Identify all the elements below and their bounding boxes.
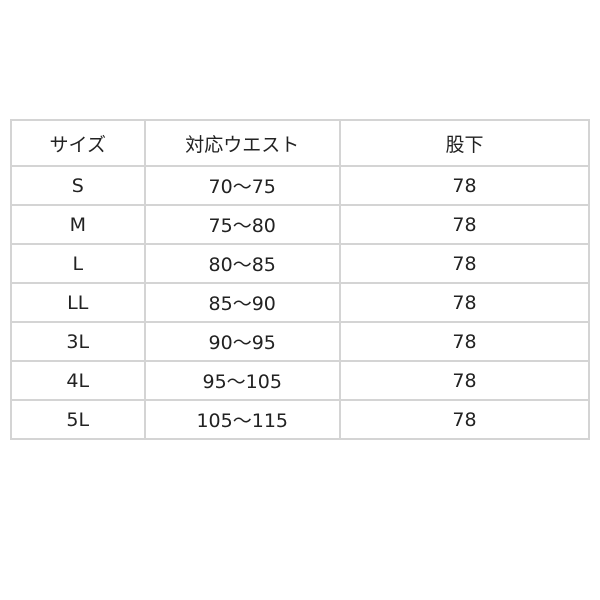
table-row: 5L 105〜115 78 <box>10 399 591 440</box>
waist-cell: 85〜90 <box>143 282 341 323</box>
size-cell: LL <box>10 282 146 323</box>
table-row: L 80〜85 78 <box>10 243 591 284</box>
table-row: LL 85〜90 78 <box>10 282 591 323</box>
table-row: M 75〜80 78 <box>10 204 591 245</box>
waist-cell: 70〜75 <box>143 165 341 206</box>
inseam-cell: 78 <box>338 360 591 401</box>
inseam-cell: 78 <box>338 204 591 245</box>
size-cell: L <box>10 243 146 284</box>
size-table: サイズ 対応ウエスト 股下 S 70〜75 78 M 75〜80 78 L 80〜85 78 LL… <box>10 119 591 440</box>
waist-cell: 95〜105 <box>143 360 341 401</box>
header-waist: 対応ウエスト <box>143 119 341 167</box>
size-cell: 3L <box>10 321 146 362</box>
waist-cell: 90〜95 <box>143 321 341 362</box>
waist-cell: 75〜80 <box>143 204 341 245</box>
inseam-cell: 78 <box>338 321 591 362</box>
inseam-cell: 78 <box>338 165 591 206</box>
header-size: サイズ <box>10 119 146 167</box>
inseam-cell: 78 <box>338 243 591 284</box>
header-row: サイズ 対応ウエスト 股下 <box>10 119 591 167</box>
header-inseam: 股下 <box>338 119 591 167</box>
size-cell: 4L <box>10 360 146 401</box>
inseam-cell: 78 <box>338 399 591 440</box>
table-row: 3L 90〜95 78 <box>10 321 591 362</box>
waist-cell: 105〜115 <box>143 399 341 440</box>
size-cell: S <box>10 165 146 206</box>
table-row: S 70〜75 78 <box>10 165 591 206</box>
waist-cell: 80〜85 <box>143 243 341 284</box>
size-cell: 5L <box>10 399 146 440</box>
size-cell: M <box>10 204 146 245</box>
inseam-cell: 78 <box>338 282 591 323</box>
table-row: 4L 95〜105 78 <box>10 360 591 401</box>
